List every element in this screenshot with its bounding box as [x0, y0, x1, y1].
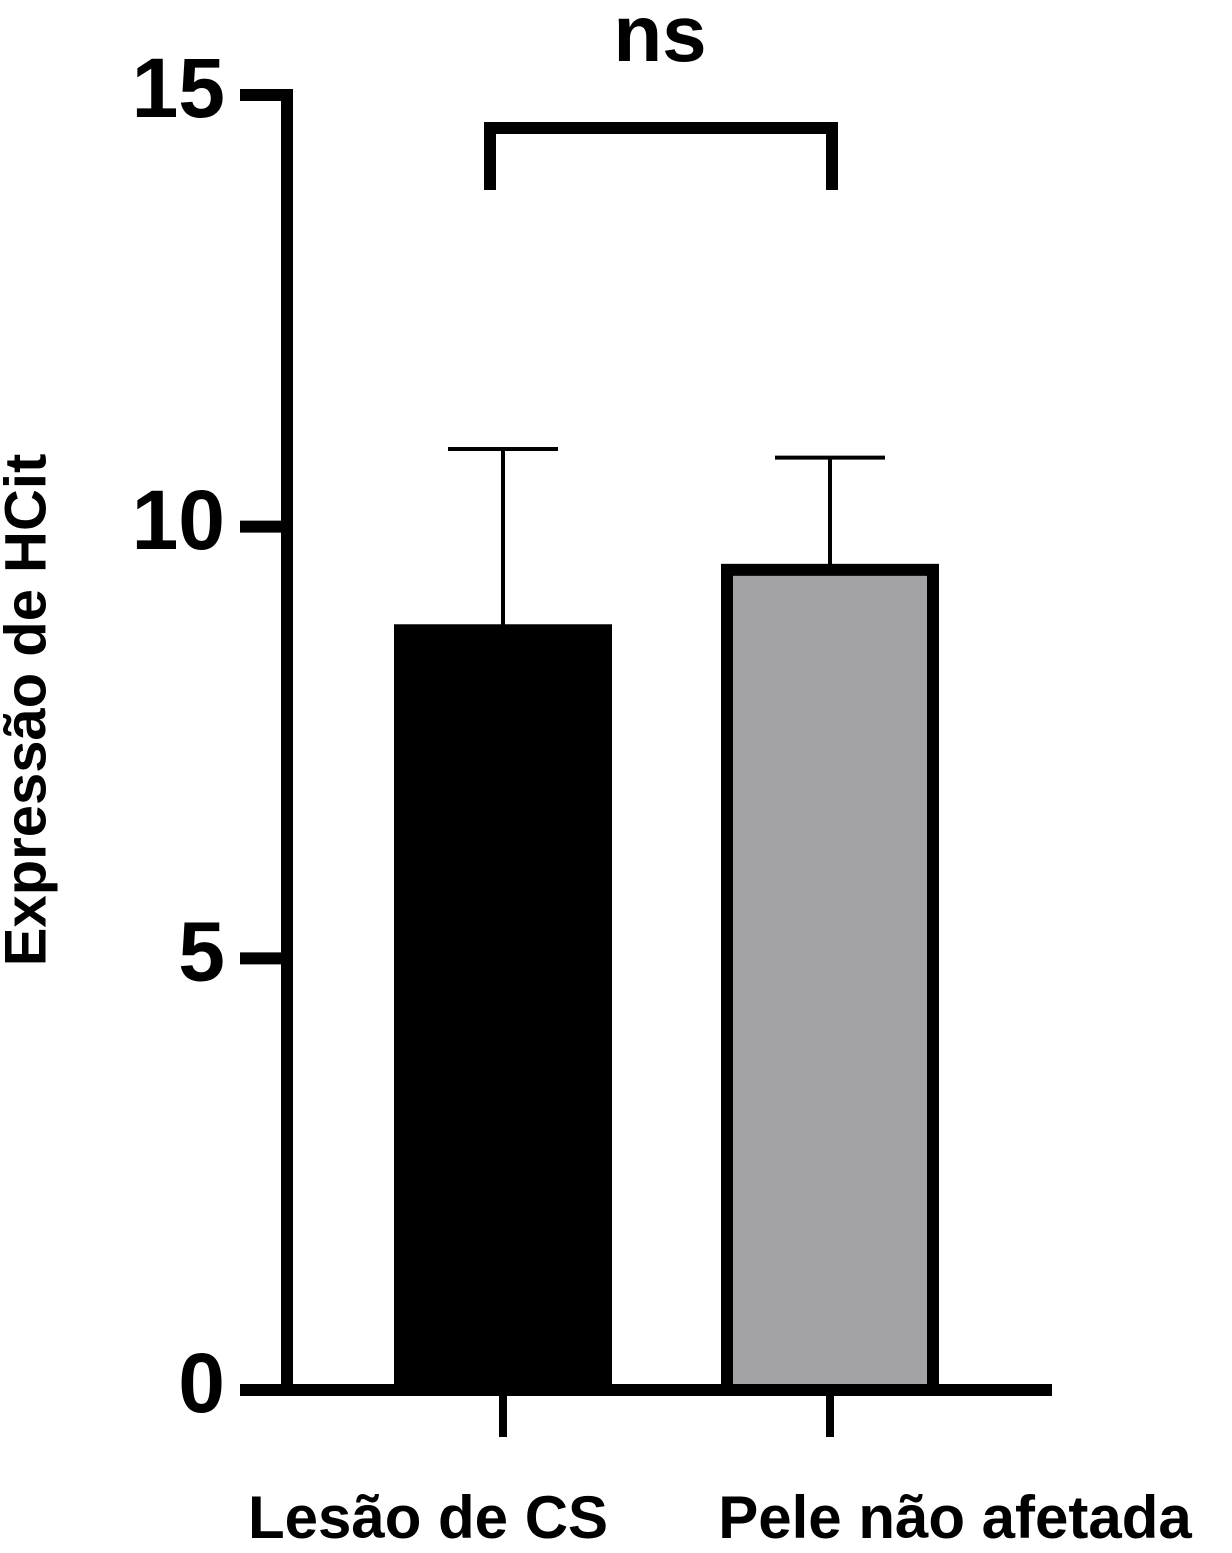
- annotation: ns: [613, 0, 706, 78]
- y-tick-label: 15: [132, 41, 225, 135]
- x-tick-label: Pele não afetada: [718, 1484, 1192, 1551]
- y-tick-label: 0: [178, 1336, 225, 1430]
- y-tick-label: 10: [132, 473, 225, 567]
- significance-bracket: [484, 122, 838, 190]
- bar: [721, 563, 939, 1396]
- y-tick-label: 5: [178, 905, 225, 999]
- x-tick-label: Lesão de CS: [248, 1484, 608, 1551]
- y-axis-title: Expressão de HCit: [0, 454, 58, 967]
- bar: [394, 624, 612, 1396]
